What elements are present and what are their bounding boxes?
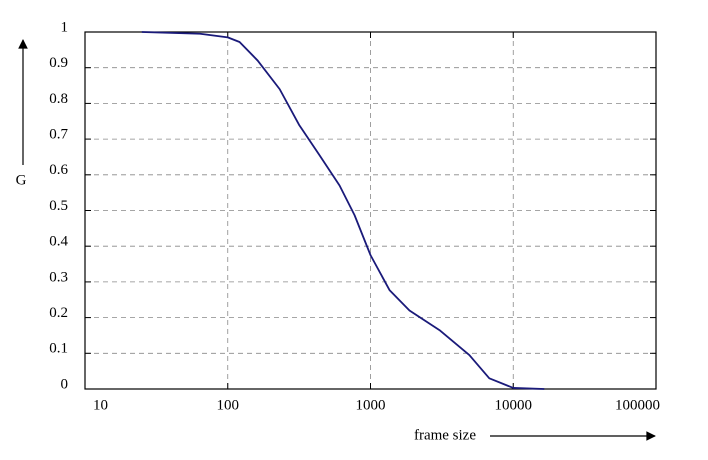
y-tick-label: 0.5 xyxy=(49,198,68,214)
y-tick-label: 0.9 xyxy=(49,55,68,71)
y-tick-label: 0.7 xyxy=(49,127,68,143)
y-tick-label: 1 xyxy=(61,19,69,35)
y-tick-label: 0.8 xyxy=(49,91,68,107)
y-tick-label: 0.2 xyxy=(49,305,68,321)
plot-area: 0 0.1 0.2 0.3 0.4 0.5 0.6 0.7 0.8 0.9 1 10 100 1000 10… xyxy=(49,19,660,413)
x-axis-label: frame size xyxy=(414,427,476,443)
x-tick-label: 100000 xyxy=(615,397,660,413)
y-tick-label: 0.6 xyxy=(49,162,68,178)
y-tick-label: 0 xyxy=(61,376,69,392)
y-tick-label: 0.4 xyxy=(49,234,68,250)
data-line xyxy=(141,31,545,390)
x-tick-label: 1000 xyxy=(356,397,386,413)
y-axis-label: G xyxy=(16,172,27,188)
plot-frame xyxy=(84,31,657,390)
x-tick-label: 10000 xyxy=(495,397,533,413)
x-tick-label: 10 xyxy=(93,397,108,413)
y-tick-label: 0.3 xyxy=(49,269,68,285)
x-tick-label: 100 xyxy=(217,397,240,413)
y-tick-label: 0.1 xyxy=(49,341,68,357)
